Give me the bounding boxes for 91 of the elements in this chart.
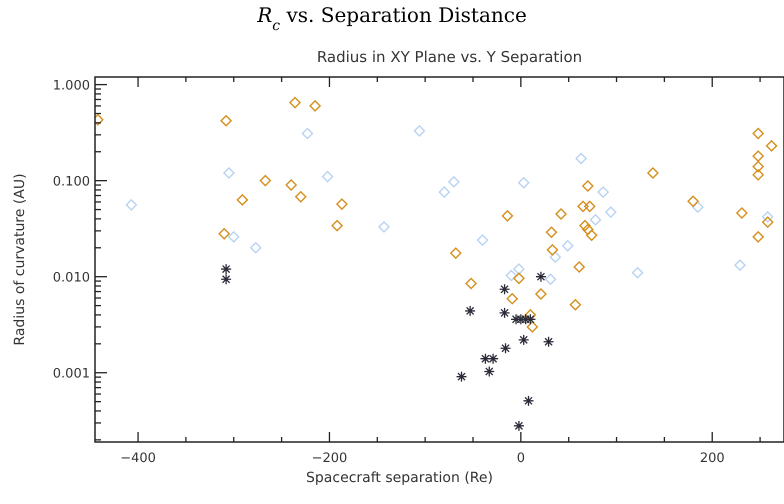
point [526, 321, 538, 333]
x-axis-title: Spacecraft separation (Re) [306, 470, 493, 486]
point [295, 191, 306, 202]
point [579, 220, 591, 232]
point [518, 334, 530, 346]
point [555, 208, 567, 220]
point [220, 274, 232, 285]
point [513, 272, 525, 284]
point [574, 261, 585, 273]
point [220, 263, 232, 275]
point [752, 169, 764, 181]
x-tick-label: −200 [312, 451, 348, 466]
point [336, 198, 348, 210]
point [577, 200, 589, 212]
point [498, 284, 510, 295]
point [126, 199, 138, 211]
point [322, 170, 334, 182]
point [414, 125, 426, 137]
point [546, 226, 558, 238]
point [605, 206, 616, 218]
y-axis-title: Radius of curvature (AU) [12, 173, 28, 346]
point [590, 214, 602, 226]
point [438, 186, 450, 198]
point [544, 274, 556, 285]
point [309, 100, 321, 112]
point [456, 371, 468, 382]
y-tick-label: 0.001 [52, 366, 90, 382]
chart-title: R$_{c}$ vs. Separation Distance [256, 3, 527, 34]
point [586, 230, 598, 241]
point [506, 270, 517, 282]
point [562, 240, 574, 252]
x-tick-label: 0 [516, 451, 525, 466]
y-tick-label: 1.000 [52, 78, 90, 94]
point [465, 278, 477, 290]
point [575, 152, 587, 164]
point [289, 96, 301, 108]
point [464, 305, 476, 317]
point [331, 220, 343, 232]
point [584, 200, 596, 212]
x-tick-label: −400 [120, 451, 156, 466]
point [228, 231, 240, 243]
y-tick-label: 0.010 [52, 270, 90, 286]
point [535, 288, 547, 300]
point [632, 267, 644, 278]
point [513, 420, 525, 432]
point [752, 231, 764, 243]
point [484, 366, 495, 378]
point [762, 211, 774, 223]
point [502, 210, 514, 222]
point [647, 167, 659, 179]
point [542, 336, 554, 348]
point [487, 353, 499, 364]
point [498, 307, 510, 319]
point [582, 180, 594, 192]
point [692, 201, 704, 213]
point [302, 128, 314, 140]
point [506, 292, 518, 304]
x-tick-label: 200 [700, 451, 725, 466]
point [513, 263, 525, 275]
point [500, 342, 512, 354]
point [752, 160, 764, 172]
point [476, 234, 488, 246]
point [752, 128, 764, 140]
point [480, 353, 492, 364]
point [535, 271, 547, 282]
point [260, 174, 272, 186]
point [220, 115, 232, 126]
point [285, 179, 297, 191]
point [236, 194, 248, 206]
point [378, 221, 390, 233]
point [250, 242, 262, 254]
point [218, 228, 230, 240]
point [223, 167, 235, 179]
point [752, 150, 764, 162]
point [597, 186, 609, 198]
point [582, 224, 594, 236]
point [734, 259, 746, 271]
chart-subtitle: Radius in XY Plane vs. Y Separation [316, 48, 582, 66]
point [550, 251, 561, 263]
point [687, 196, 699, 207]
point [518, 177, 530, 188]
point [570, 299, 582, 310]
point [762, 216, 774, 228]
point [448, 176, 460, 188]
point [450, 247, 462, 259]
point [522, 395, 534, 406]
point [766, 140, 778, 152]
point [546, 244, 558, 256]
point [736, 207, 748, 219]
y-tick-label: 0.100 [52, 174, 90, 190]
point [515, 314, 526, 325]
